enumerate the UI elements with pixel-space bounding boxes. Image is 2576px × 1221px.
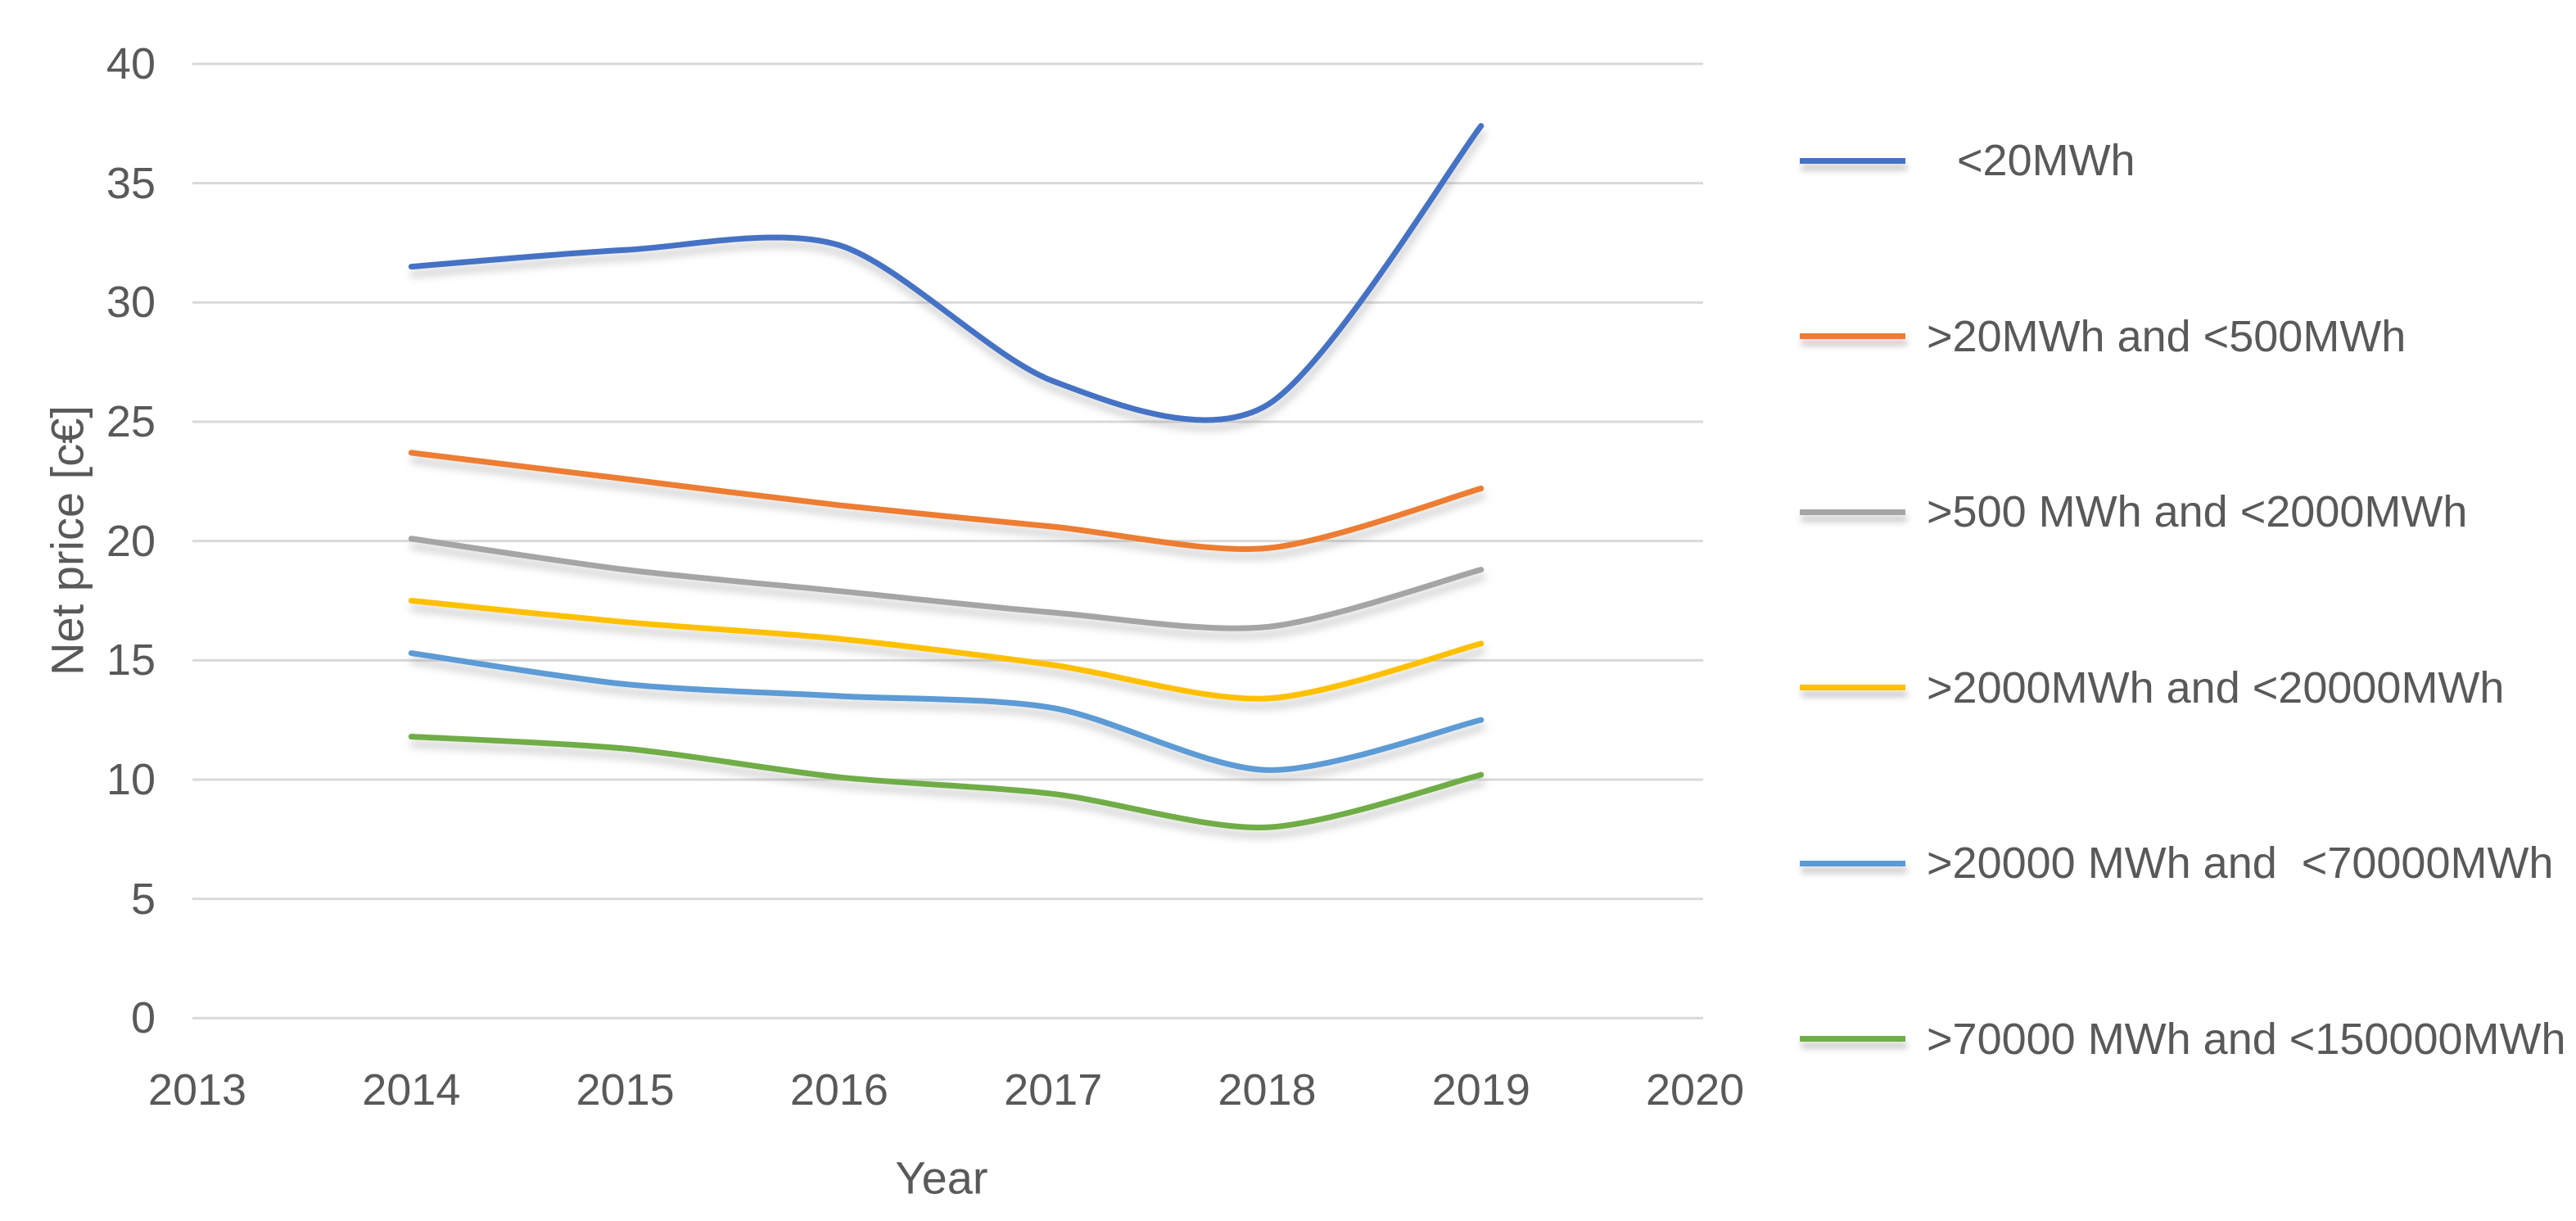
y-tick-label-10: 10 bbox=[106, 754, 156, 804]
series-line-0 bbox=[408, 123, 1485, 423]
y-tick-label-0: 0 bbox=[130, 993, 156, 1043]
y-tick-label-5: 5 bbox=[130, 874, 156, 924]
x-axis-title: Year bbox=[895, 1151, 988, 1204]
legend-item-0: <20MWh bbox=[1800, 135, 2135, 186]
legend-line-swatch-3 bbox=[1800, 685, 1905, 690]
legend-line-swatch-0 bbox=[1800, 157, 1905, 164]
y-tick-label-15: 15 bbox=[106, 635, 156, 685]
x-tick-label-2016: 2016 bbox=[789, 1065, 888, 1115]
legend-item-5: >70000 MWh and <150000MWh bbox=[1800, 1014, 2566, 1065]
legend-item-2: >500 MWh and <2000MWh bbox=[1800, 486, 2467, 537]
series-lines bbox=[408, 123, 1485, 830]
series-line-5 bbox=[408, 734, 1485, 830]
legend-item-3: >2000MWh and <20000MWh bbox=[1800, 663, 2504, 713]
y-tick-label-35: 35 bbox=[106, 158, 156, 208]
legend-label-3: >2000MWh and <20000MWh bbox=[1927, 663, 2505, 712]
x-tick-label-2017: 2017 bbox=[1004, 1065, 1103, 1115]
y-tick-label-30: 30 bbox=[106, 278, 156, 328]
series-line-4 bbox=[408, 650, 1485, 773]
legend-label-5: >70000 MWh and <150000MWh bbox=[1927, 1014, 2566, 1064]
x-tick-label-2018: 2018 bbox=[1218, 1065, 1317, 1115]
legend-label-1: >20MWh and <500MWh bbox=[1927, 311, 2407, 361]
legend-line-swatch-1 bbox=[1800, 333, 1905, 339]
y-tick-label-25: 25 bbox=[106, 396, 156, 446]
legend-line-swatch-4 bbox=[1800, 860, 1905, 866]
y-tick-label-20: 20 bbox=[106, 516, 156, 566]
legend-label-2: >500 MWh and <2000MWh bbox=[1927, 487, 2468, 536]
x-tick-label-2013: 2013 bbox=[147, 1065, 247, 1115]
legend-item-4: >20000 MWh and <70000MWh bbox=[1800, 838, 2553, 889]
x-tick-label-2015: 2015 bbox=[576, 1065, 675, 1115]
x-tick-label-2014: 2014 bbox=[362, 1065, 461, 1115]
y-axis-title: Net price [c€] bbox=[41, 405, 93, 676]
legend-line-swatch-2 bbox=[1800, 509, 1905, 515]
y-tick-label-40: 40 bbox=[106, 39, 156, 88]
series-line-1 bbox=[408, 450, 1485, 552]
legend-label-4: >20000 MWh and <70000MWh bbox=[1927, 839, 2554, 888]
series-line-2 bbox=[408, 536, 1485, 631]
x-tick-label-2020: 2020 bbox=[1646, 1065, 1745, 1115]
legend-line-swatch-5 bbox=[1800, 1036, 1905, 1042]
legend-item-1: >20MWh and <500MWh bbox=[1800, 311, 2406, 362]
x-tick-label-2019: 2019 bbox=[1431, 1065, 1530, 1115]
legend-label-0: <20MWh bbox=[1957, 136, 2135, 185]
series-line-3 bbox=[408, 597, 1485, 702]
